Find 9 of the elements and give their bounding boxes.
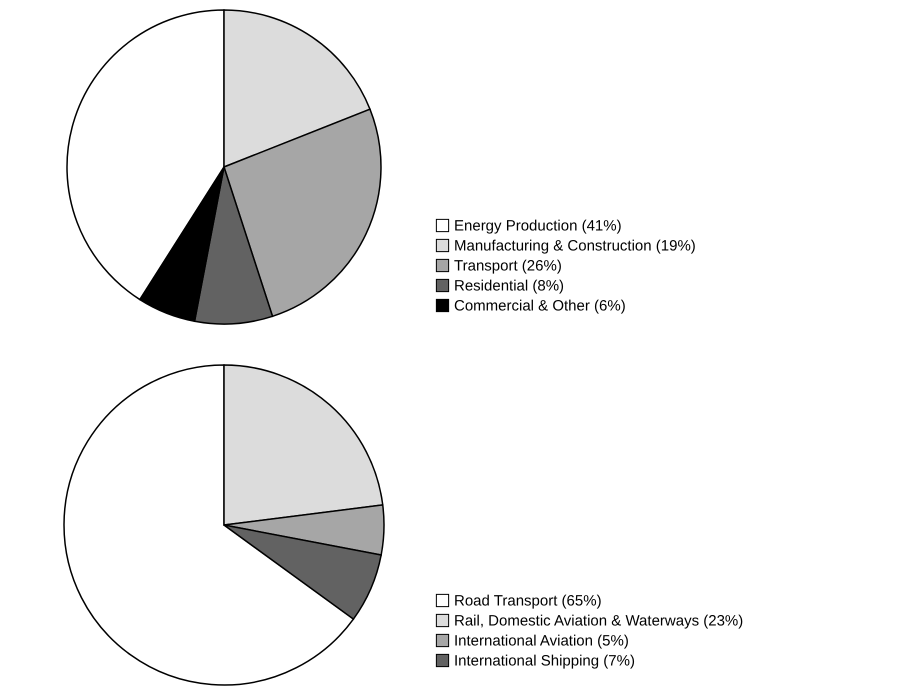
legend-label: International Aviation (5%) (454, 632, 629, 650)
legend-label: Rail, Domestic Aviation & Waterways (23%) (454, 612, 744, 630)
legend-label: Road Transport (65%) (454, 592, 602, 610)
legend-label: Transport (26%) (454, 258, 562, 274)
legend-label: International Shipping (7%) (454, 652, 635, 670)
legend-label: Energy Production (41%) (454, 218, 622, 234)
legend-label: Commercial & Other (6%) (454, 298, 626, 314)
legend-label: Manufacturing & Construction (19%) (454, 238, 696, 254)
legend-label: Residential (8%) (454, 278, 564, 294)
